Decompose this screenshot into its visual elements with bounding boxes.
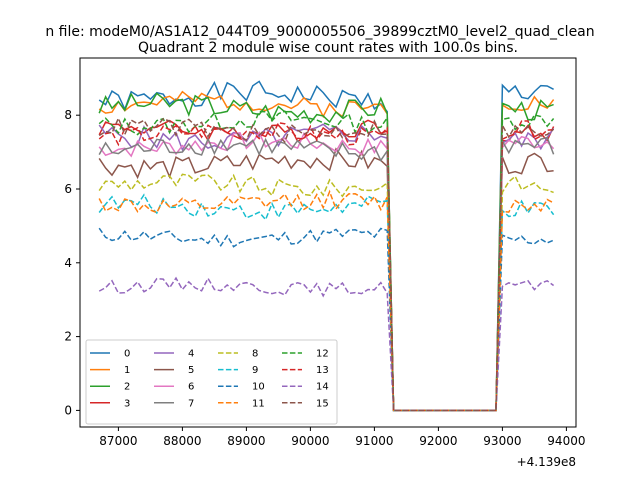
legend-label-15: 15 <box>316 398 329 409</box>
y-tick-label: 4 <box>64 256 72 270</box>
plot-series-group <box>98 80 555 412</box>
legend-label-8: 8 <box>252 349 258 360</box>
figure-suptitle: n file: modeM0/AS1A12_044T09_9000005506_… <box>45 24 594 40</box>
y-tick-label: 2 <box>64 330 72 344</box>
x-tick-label: 94000 <box>547 434 585 448</box>
legend-label-14: 14 <box>316 382 329 393</box>
x-tick-label: 93000 <box>483 434 521 448</box>
legend-label-7: 7 <box>188 398 194 409</box>
legend-label-11: 11 <box>252 398 265 409</box>
legend-label-6: 6 <box>188 382 194 393</box>
y-tick-label: 6 <box>64 182 72 196</box>
chart-title: Quadrant 2 module wise count rates with … <box>138 40 518 56</box>
legend-label-12: 12 <box>316 349 329 360</box>
legend-label-0: 0 <box>124 349 130 360</box>
x-offset-label: +4.139e8 <box>517 455 576 469</box>
legend-label-4: 4 <box>188 349 194 360</box>
legend-label-9: 9 <box>252 365 258 376</box>
legend-label-2: 2 <box>124 382 130 393</box>
legend-label-1: 1 <box>124 365 130 376</box>
x-axis: 87000 88000 89000 90000 91000 92000 93000 94000 <box>99 427 585 448</box>
x-tick-label: 91000 <box>355 434 393 448</box>
x-tick-label: 92000 <box>419 434 457 448</box>
y-tick-label: 8 <box>64 108 72 122</box>
legend-box <box>85 339 338 425</box>
x-tick-label: 87000 <box>99 434 137 448</box>
plot-area-frame <box>79 57 577 428</box>
y-tick-label: 0 <box>64 403 72 417</box>
series-line-10 <box>98 227 554 412</box>
x-tick-label: 88000 <box>163 434 201 448</box>
legend-label-5: 5 <box>188 365 194 376</box>
y-axis: 0 2 4 6 8 <box>64 108 80 417</box>
legend-label-13: 13 <box>316 365 329 376</box>
legend-label-3: 3 <box>124 398 130 409</box>
x-tick-label: 90000 <box>291 434 329 448</box>
x-tick-label: 89000 <box>227 434 265 448</box>
legend-label-10: 10 <box>252 382 265 393</box>
series-line-15 <box>98 116 555 412</box>
